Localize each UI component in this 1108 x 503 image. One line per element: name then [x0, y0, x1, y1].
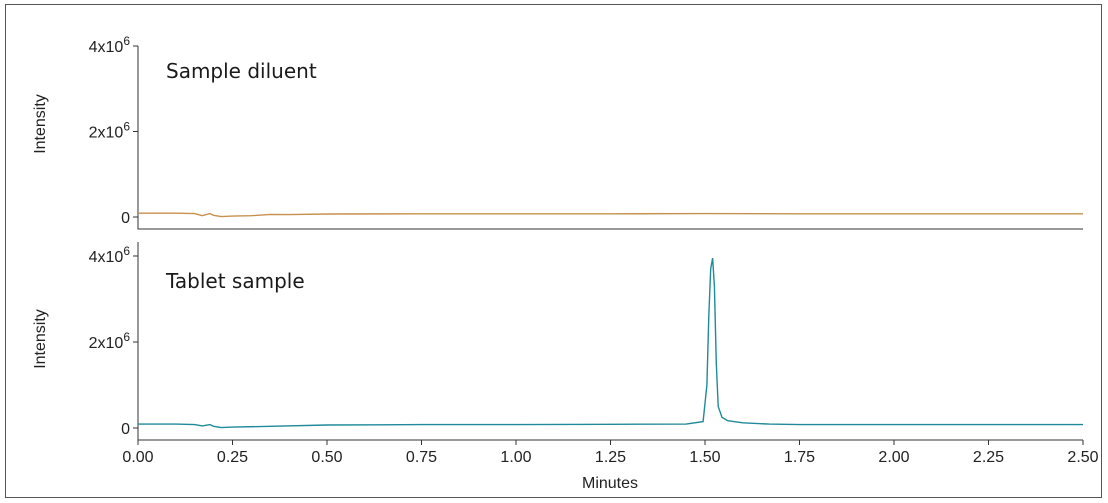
x-tick-label: 1.00: [500, 449, 531, 466]
y-tick-label: 4x106: [89, 244, 131, 266]
x-tick-label: 2.00: [878, 449, 909, 466]
y-tick-label: 0: [121, 421, 130, 438]
panel-sample-diluent: Intensity Sample diluent 0 2x106 4x106: [32, 34, 1083, 230]
x-tick-label: 2.50: [1067, 449, 1098, 466]
y-tick-label: 4x106: [89, 34, 131, 56]
y-tick-label: 2x106: [89, 330, 131, 352]
x-tick-label: 1.50: [689, 449, 720, 466]
y-ticks-bottom: 0 2x106 4x106: [89, 244, 138, 438]
series-line-tablet-sample: [138, 257, 1083, 429]
x-tick-label: 1.25: [595, 449, 626, 466]
y-axis-title-top: Intensity: [32, 94, 49, 154]
x-tick-label: 0.00: [122, 449, 153, 466]
axes-top: [137, 46, 1083, 230]
y-ticks-top: 0 2x106 4x106: [89, 34, 138, 227]
y-axis-title-bottom: Intensity: [32, 309, 49, 369]
series-line-sample-diluent: [138, 212, 1083, 218]
x-tick-label: 1.75: [784, 449, 815, 466]
x-tick-label: 2.25: [973, 449, 1004, 466]
panel-label-sample-diluent: Sample diluent: [166, 59, 317, 83]
panel-label-tablet-sample: Tablet sample: [165, 269, 305, 293]
x-tick-label: 0.50: [311, 449, 342, 466]
x-tick-label: 0.75: [406, 449, 437, 466]
x-ticks: 0.00 0.25 0.50 0.75 1.00 1.25 1.50 1.75 2.00 2.25…: [122, 440, 1099, 466]
chart-frame: [5, 4, 1102, 498]
y-tick-label: 2x106: [89, 120, 131, 142]
x-axis-title: Minutes: [582, 475, 638, 492]
y-tick-label: 0: [121, 210, 130, 227]
x-tick-label: 0.25: [217, 449, 248, 466]
panel-tablet-sample: Intensity Tablet sample 0 2x106 4x106: [32, 242, 1083, 441]
